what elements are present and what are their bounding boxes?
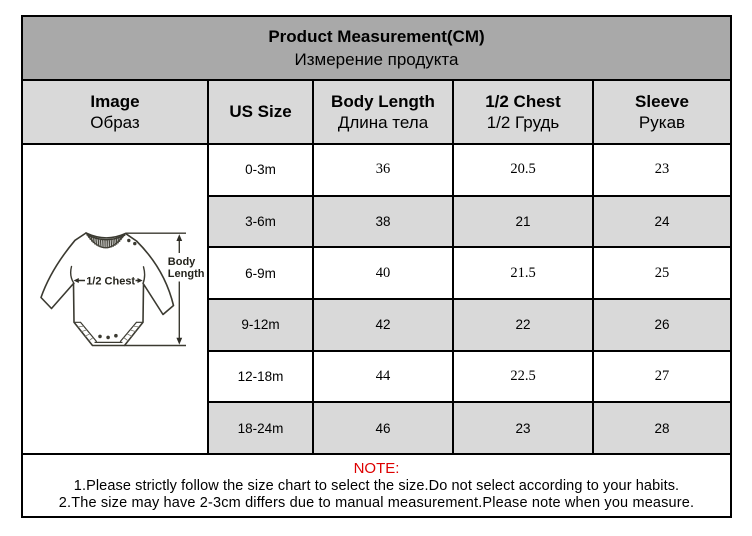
svg-text:1/2 Chest: 1/2 Chest [86, 276, 135, 288]
svg-text:Body: Body [168, 256, 196, 268]
svg-text:Length: Length [168, 268, 205, 280]
